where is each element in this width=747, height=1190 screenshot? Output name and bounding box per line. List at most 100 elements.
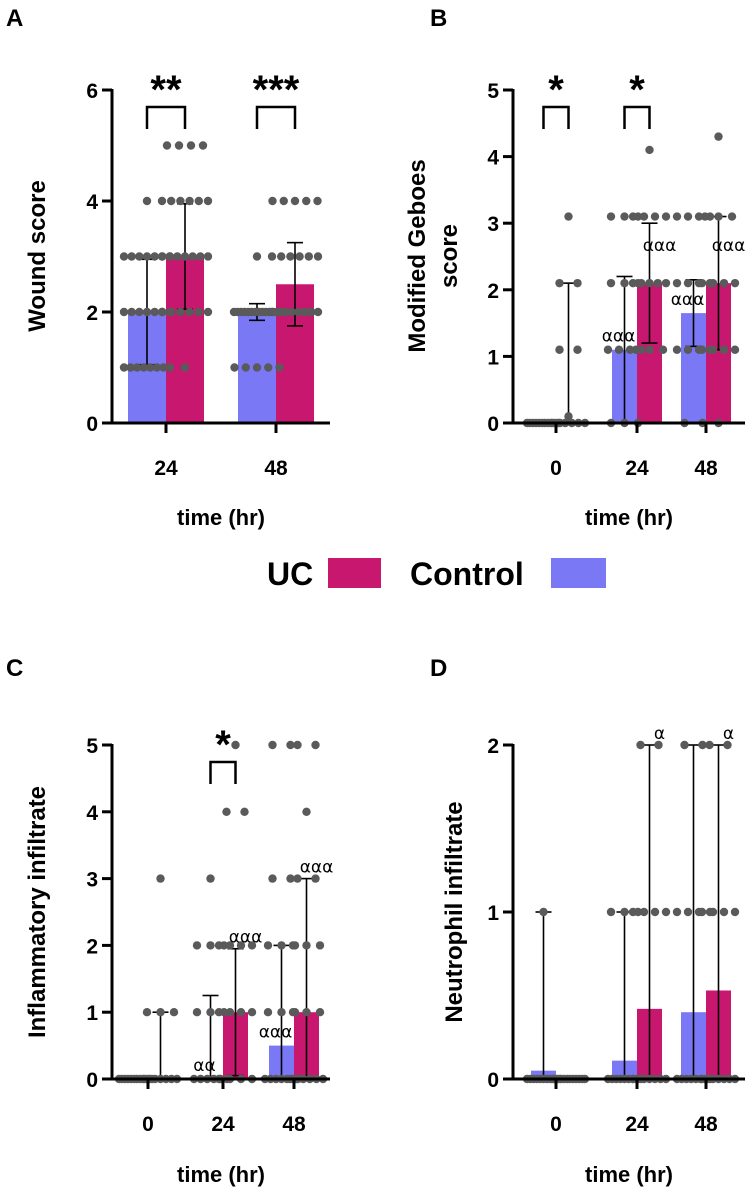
data-point xyxy=(708,345,718,354)
data-point xyxy=(555,345,564,354)
data-point xyxy=(730,345,740,354)
significance-label: ** xyxy=(150,68,182,112)
data-point xyxy=(275,363,284,372)
data-point xyxy=(672,212,682,221)
data-point xyxy=(683,345,693,354)
data-point xyxy=(315,1008,325,1017)
data-point xyxy=(628,278,638,288)
data-point xyxy=(730,278,740,288)
data-point xyxy=(156,1008,165,1017)
significance-label: *** xyxy=(253,68,300,112)
data-point xyxy=(628,907,638,917)
x-tick-label: 24 xyxy=(625,1113,649,1136)
y-tick-label: 4 xyxy=(487,147,499,170)
data-point xyxy=(176,196,185,206)
data-point xyxy=(119,363,129,372)
data-point xyxy=(697,278,707,288)
data-point xyxy=(645,145,654,155)
x-tick-label: 48 xyxy=(264,457,288,480)
data-point xyxy=(214,1008,224,1017)
data-point xyxy=(311,740,320,750)
data-point xyxy=(267,252,277,261)
y-tick-label: 3 xyxy=(487,213,499,236)
data-point xyxy=(192,1008,202,1017)
data-point xyxy=(139,363,148,372)
alpha-label: ααα xyxy=(643,236,677,256)
data-point xyxy=(185,196,194,206)
data-point xyxy=(705,740,714,750)
data-point xyxy=(555,278,564,288)
data-point xyxy=(214,941,224,950)
x-tick-label: 24 xyxy=(154,457,178,480)
legend-uc-swatch xyxy=(328,558,381,588)
legend: UC Control xyxy=(267,556,606,592)
data-point xyxy=(119,252,129,261)
data-point xyxy=(683,907,693,917)
data-point xyxy=(169,1008,179,1017)
legend-control-label: Control xyxy=(410,556,524,592)
y-tick-label: 2 xyxy=(487,280,499,303)
data-point xyxy=(293,874,302,883)
data-point xyxy=(661,212,671,221)
data-point xyxy=(142,1008,152,1017)
data-point xyxy=(157,196,167,206)
data-point xyxy=(683,212,693,221)
data-point xyxy=(146,363,155,372)
data-point xyxy=(150,307,159,317)
data-point xyxy=(603,345,613,354)
data-point xyxy=(186,141,196,150)
data-point xyxy=(288,941,298,950)
data-point xyxy=(230,363,239,372)
data-point xyxy=(719,278,729,288)
data-point xyxy=(274,307,283,317)
data-point xyxy=(132,363,142,372)
data-point xyxy=(268,196,277,206)
data-point xyxy=(698,740,707,750)
data-point xyxy=(653,278,662,288)
data-point xyxy=(194,307,203,317)
data-point xyxy=(650,907,660,917)
alpha-label: ααα xyxy=(671,290,705,310)
data-point xyxy=(252,252,262,261)
data-point xyxy=(672,907,682,917)
x-tick-label: 0 xyxy=(550,1113,562,1136)
data-point xyxy=(203,307,213,317)
data-point xyxy=(636,740,645,750)
y-tick-label: 5 xyxy=(86,735,98,758)
data-point xyxy=(167,196,176,206)
panel-b: B 0 1 2 3 4 5 0 24 48 time (hr) Modified Geboes scor… xyxy=(404,5,745,530)
x-axis-label: time (hr) xyxy=(177,1162,265,1187)
data-point xyxy=(625,345,635,354)
data-point xyxy=(620,212,629,221)
data-point xyxy=(286,874,295,883)
data-point xyxy=(206,1008,215,1017)
data-point xyxy=(142,307,152,317)
data-point xyxy=(714,212,723,221)
data-point xyxy=(173,252,182,261)
data-point xyxy=(564,412,573,421)
x-tick-label: 0 xyxy=(550,457,562,480)
y-axis-label: Wound score xyxy=(24,180,51,332)
data-point xyxy=(723,740,732,750)
significance-bracket xyxy=(145,105,187,129)
y-tick-label: 4 xyxy=(86,802,98,825)
significance-label: * xyxy=(629,68,645,112)
y-tick-label: 3 xyxy=(86,869,98,892)
panel-d: D 0 1 2 0 24 48 time (hr) Neutrophil infiltrate α… xyxy=(430,655,745,1187)
significance-bracket xyxy=(542,105,570,129)
data-point xyxy=(194,196,203,206)
alpha-label: αα xyxy=(193,1056,215,1076)
data-point xyxy=(206,941,215,950)
data-point xyxy=(730,907,740,917)
data-point xyxy=(719,345,729,354)
y-tick-label: 6 xyxy=(86,80,98,103)
data-point xyxy=(196,252,205,261)
data-point xyxy=(176,307,185,317)
y-tick-label: 4 xyxy=(86,191,98,214)
y-tick-label: 2 xyxy=(86,302,98,325)
data-point xyxy=(313,307,323,317)
data-point xyxy=(295,252,304,261)
alpha-label: ααα xyxy=(259,1023,293,1043)
y-axis-label: Modified Geboes score xyxy=(404,159,463,352)
